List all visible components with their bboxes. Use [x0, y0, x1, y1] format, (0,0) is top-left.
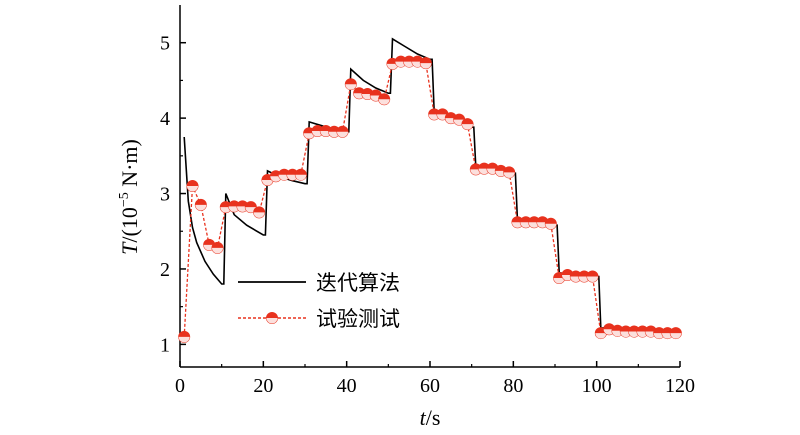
- data-point: [194, 198, 207, 211]
- data-point: [378, 93, 391, 106]
- data-point: [461, 118, 474, 131]
- data-point: [503, 166, 516, 179]
- x-tick-label: 40: [337, 375, 357, 397]
- data-point: [178, 330, 191, 343]
- series-layer: [178, 37, 682, 343]
- legend-marker: [266, 312, 278, 324]
- series-2-line: [183, 60, 676, 337]
- data-point: [669, 327, 682, 340]
- y-axis-title: T/(10−5 N·m): [117, 139, 142, 255]
- x-tick-label: 20: [253, 375, 273, 397]
- legend-entry-2: 试验测试: [238, 307, 400, 331]
- x-axis-title: t/s: [420, 405, 441, 430]
- data-point: [344, 78, 357, 91]
- data-point: [544, 217, 557, 230]
- legend-label: 试验测试: [316, 307, 400, 331]
- series-2: [178, 55, 682, 343]
- data-point: [336, 125, 349, 138]
- data-point: [419, 57, 432, 70]
- data-point: [353, 87, 366, 100]
- x-tick-label: 100: [582, 375, 612, 397]
- y-tick-label: 2: [160, 259, 170, 281]
- x-tick-label: 120: [665, 375, 695, 397]
- data-point: [294, 168, 307, 181]
- legend-entry-1: 迭代算法: [238, 271, 400, 295]
- legend-label: 迭代算法: [316, 271, 400, 295]
- data-point: [253, 206, 266, 219]
- y-tick-label: 4: [160, 108, 170, 130]
- y-tick-label: 5: [160, 33, 170, 55]
- data-point: [186, 180, 199, 192]
- data-point: [211, 241, 224, 254]
- series-1-line: [183, 37, 681, 331]
- x-tick-label: 80: [503, 375, 523, 397]
- data-point: [586, 270, 599, 283]
- y-tick-label: 3: [160, 184, 170, 206]
- axes: 0 20 40 60 80 100 120 1 2 3 4 5: [160, 5, 695, 397]
- x-tick-label: 0: [175, 375, 185, 397]
- x-tick-label: 60: [420, 375, 440, 397]
- y-tick-label: 1: [160, 334, 170, 356]
- series-1: [183, 37, 681, 331]
